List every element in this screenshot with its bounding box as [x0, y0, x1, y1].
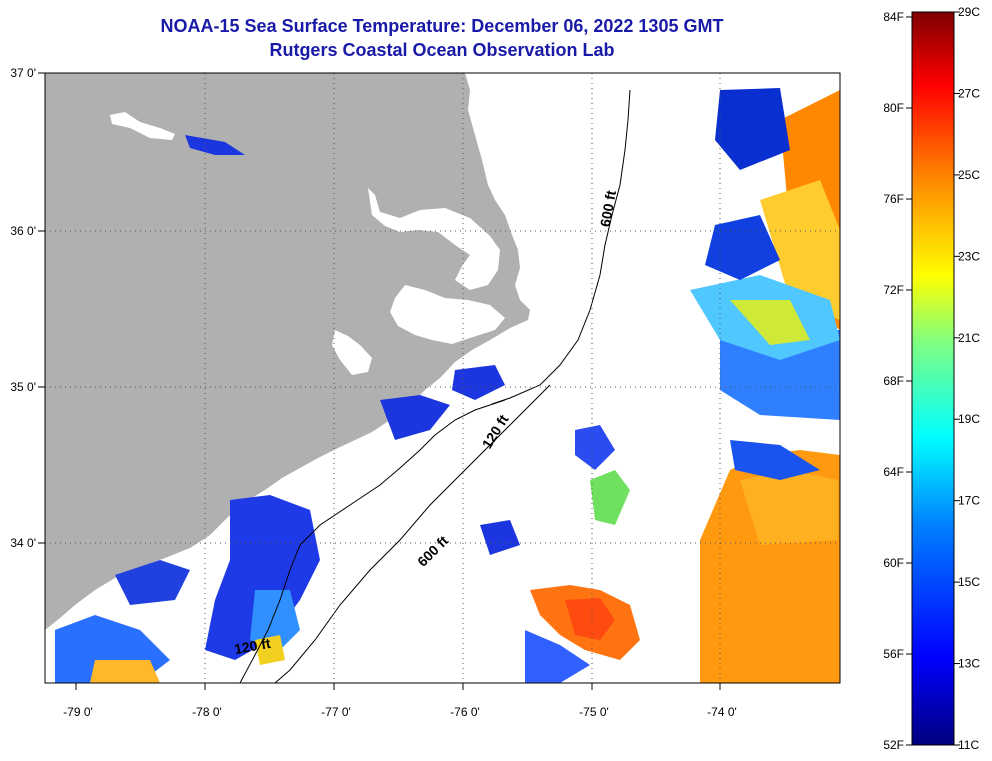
- longitude-labels: -79 0' -78 0' -77 0' -76 0' -75 0' -74 0…: [63, 705, 737, 719]
- sst-patches: [55, 88, 840, 683]
- colorbar-fahrenheit-label: 84F: [883, 10, 904, 24]
- colorbar-celsius-label: 21C: [958, 331, 980, 345]
- colorbar-celsius-label: 25C: [958, 168, 980, 182]
- colorbar-celsius-label: 23C: [958, 249, 980, 263]
- colorbar-fahrenheit-label: 76F: [883, 192, 904, 206]
- colorbar-celsius-label: 11C: [958, 738, 979, 752]
- map-subtitle: Rutgers Coastal Ocean Observation Lab: [269, 40, 615, 60]
- lat-label: 37 0': [10, 66, 36, 80]
- colorbar-celsius-label: 29C: [958, 5, 980, 19]
- contour-120ft: [239, 399, 506, 683]
- colorbar-fahrenheit-label: 68F: [883, 374, 904, 388]
- lon-label: -79 0': [63, 705, 93, 719]
- plot-frame: [44, 72, 841, 684]
- colorbar-fahrenheit-label: 64F: [883, 465, 904, 479]
- contour-label-120ft-south: 120 ft: [233, 635, 272, 657]
- colorbar-fahrenheit-label: 56F: [883, 647, 904, 661]
- colorbar-celsius-label: 15C: [958, 575, 980, 589]
- grid-lines: [45, 73, 840, 683]
- contour-600ft-north: [491, 89, 631, 405]
- colorbar-fahrenheit-labels: 84F 80F 76F 72F 68F 64F 60F 56F 52F: [883, 10, 912, 752]
- map-title: NOAA-15 Sea Surface Temperature: Decembe…: [160, 16, 724, 36]
- lon-label: -77 0': [321, 705, 351, 719]
- inland-waters: [110, 112, 505, 375]
- colorbar-celsius-label: 27C: [958, 86, 980, 100]
- colorbar-gradient: [911, 11, 955, 746]
- lon-label: -78 0': [192, 705, 222, 719]
- axis-ticks: [38, 72, 721, 690]
- colorbar-fahrenheit-label: 60F: [883, 556, 904, 570]
- latitude-labels: 37 0' 36 0' 35 0' 34 0': [10, 66, 36, 550]
- colorbar-fahrenheit-label: 80F: [883, 101, 904, 115]
- contour-label-600ft-north: 600 ft: [597, 189, 619, 228]
- colorbar-celsius-label: 13C: [958, 657, 980, 671]
- lat-label: 34 0': [10, 536, 36, 550]
- colorbar-fahrenheit-label: 52F: [883, 738, 904, 752]
- colorbar-celsius-labels: 29C 27C 25C 23C 21C 19C 17C 15C 13C 11C: [954, 5, 980, 752]
- colorbar-celsius-label: 19C: [958, 412, 980, 426]
- contour-600ft-south: [274, 384, 551, 683]
- colorbar-fahrenheit-label: 72F: [883, 283, 904, 297]
- land-mass: [45, 73, 530, 630]
- lon-label: -75 0': [579, 705, 609, 719]
- lat-label: 36 0': [10, 224, 36, 238]
- lon-label: -74 0': [707, 705, 737, 719]
- lon-label: -76 0': [450, 705, 480, 719]
- bathymetry-contours: [239, 89, 631, 683]
- colorbar-celsius-label: 17C: [958, 494, 980, 508]
- lat-label: 35 0': [10, 380, 36, 394]
- temperature-colorbar: 84F 80F 76F 72F 68F 64F 60F 56F 52F 29C 27C 25C 23C…: [883, 5, 980, 752]
